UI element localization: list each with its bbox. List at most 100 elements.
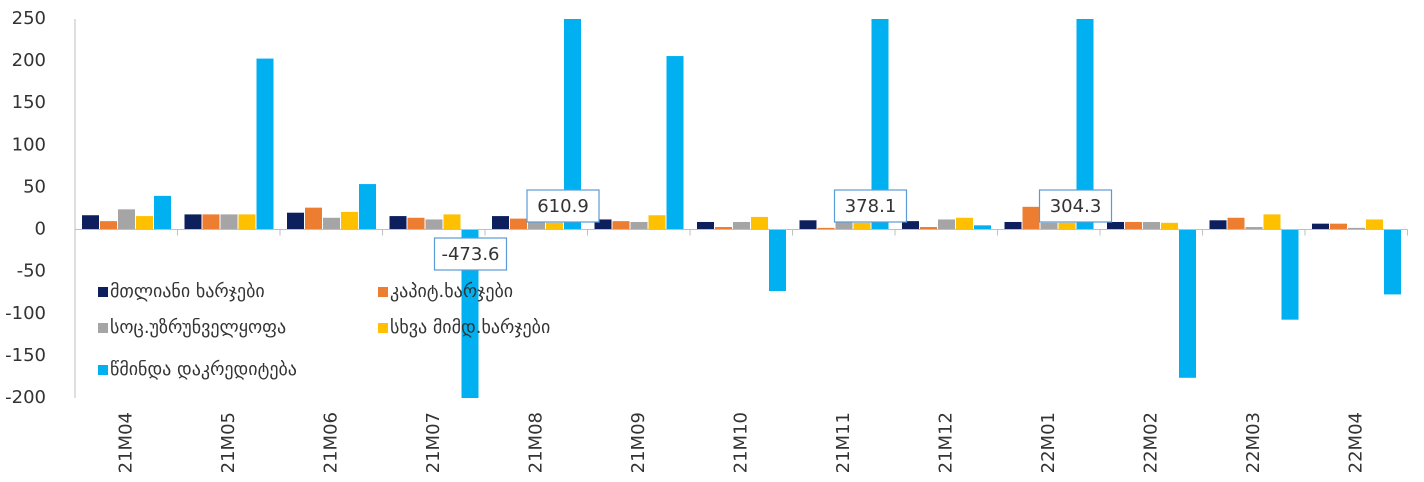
bar — [528, 220, 545, 230]
legend-swatch — [98, 323, 108, 333]
bar — [443, 214, 461, 230]
bar — [154, 195, 171, 230]
x-tick-label: 21M04 — [115, 412, 136, 473]
value-label-text: 304.3 — [1050, 196, 1102, 217]
bar — [715, 227, 732, 230]
legend-label: კაპიტ.ხარჯები — [390, 281, 513, 302]
y-tick-label: 150 — [12, 92, 46, 113]
bar — [1179, 229, 1196, 378]
bar — [1330, 223, 1347, 230]
bar — [956, 217, 973, 230]
value-label-text: -473.6 — [441, 244, 499, 265]
bar — [389, 216, 407, 230]
x-tick-label: 21M08 — [525, 412, 546, 473]
bar — [1312, 223, 1329, 230]
x-tick-label: 21M12 — [935, 412, 956, 473]
x-tick-label: 22M01 — [1038, 412, 1059, 473]
bar — [871, 19, 889, 230]
bar — [1107, 221, 1124, 230]
value-label: -473.6 — [433, 237, 508, 271]
bar — [1058, 222, 1076, 230]
bar — [1076, 19, 1094, 230]
bar — [902, 221, 919, 230]
bar — [817, 227, 835, 230]
bar — [359, 184, 376, 230]
y-tick-label: 100 — [12, 134, 46, 155]
bar — [1227, 217, 1245, 230]
y-tick-label: 250 — [12, 8, 46, 29]
x-tick-label: 22M03 — [1243, 412, 1264, 473]
value-label-text: 610.9 — [537, 196, 589, 217]
x-tick-label: 21M07 — [423, 412, 444, 473]
bar — [220, 214, 238, 230]
bar — [100, 221, 117, 230]
legend-label: სხვა მიმდ.ხარჯები — [390, 317, 550, 338]
bar — [1348, 227, 1365, 230]
bar — [799, 220, 817, 230]
label-box — [833, 189, 908, 223]
legend-item: კაპიტ.ხარჯები — [378, 281, 513, 302]
legend-swatch — [378, 323, 388, 333]
bar — [938, 219, 955, 230]
x-tick-label: 22M04 — [1345, 412, 1366, 473]
y-tick-label: -50 — [17, 261, 46, 282]
value-label: 610.9 — [526, 189, 600, 223]
bar — [1366, 219, 1383, 230]
bar — [256, 58, 274, 230]
bar — [1245, 227, 1263, 230]
bar — [136, 216, 153, 230]
bar — [666, 56, 684, 230]
bar — [1263, 214, 1281, 230]
x-tick-label: 21M10 — [730, 412, 751, 473]
value-label: 304.3 — [1038, 189, 1113, 223]
label-box — [1038, 189, 1113, 223]
bar — [238, 214, 256, 230]
bar — [612, 221, 630, 230]
bar — [1004, 221, 1022, 230]
bar — [510, 218, 527, 230]
bar — [461, 229, 479, 398]
bar — [184, 214, 202, 230]
bar — [1040, 222, 1058, 230]
legend-swatch — [98, 287, 108, 297]
bar — [733, 221, 750, 230]
y-tick-label: -100 — [5, 303, 46, 324]
legend-swatch — [378, 287, 388, 297]
bar — [1022, 206, 1040, 230]
bar — [1281, 229, 1299, 320]
legend-label: წმინდა დაკრედიტება — [110, 359, 297, 380]
x-tick-label: 21M05 — [218, 412, 239, 473]
y-tick-label: -200 — [5, 387, 46, 408]
bar — [1161, 222, 1178, 230]
value-label-text: 378.1 — [845, 196, 897, 217]
label-box — [526, 189, 600, 223]
bar — [407, 217, 425, 230]
bar — [648, 215, 666, 230]
legend-item: სოც.უზრუნველყოფა — [98, 317, 286, 338]
bar — [341, 211, 358, 230]
bar — [1143, 221, 1160, 230]
x-tick-label: 21M06 — [320, 412, 341, 473]
x-tick-label: 21M11 — [833, 412, 854, 473]
legend-label: მთლიანი ხარჯები — [110, 281, 265, 302]
bar — [853, 222, 871, 230]
bar — [1384, 229, 1401, 295]
bar — [1209, 220, 1227, 230]
bar — [564, 19, 581, 230]
legend-label: სოც.უზრუნველყოფა — [110, 317, 286, 338]
y-tick-label: 200 — [12, 50, 46, 71]
bar — [82, 215, 99, 230]
value-label: 378.1 — [833, 189, 908, 223]
bar — [118, 209, 135, 230]
legend-item: წმინდა დაკრედიტება — [98, 359, 297, 380]
y-tick-label: 50 — [23, 176, 46, 197]
x-tick-label: 21M09 — [628, 412, 649, 473]
y-tick-label: 0 — [35, 219, 46, 240]
bar — [630, 221, 648, 230]
bar — [769, 229, 786, 292]
bar — [305, 207, 322, 230]
bar — [287, 212, 304, 230]
bar — [920, 227, 937, 230]
bar — [202, 214, 220, 230]
